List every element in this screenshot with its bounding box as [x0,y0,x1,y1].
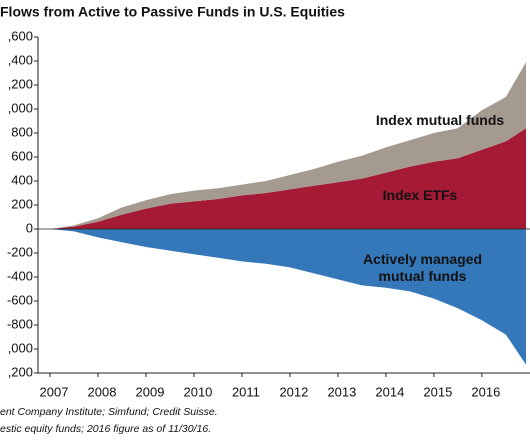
x-tick-label: 2009 [136,384,165,399]
x-tick-label: 2011 [232,384,260,399]
x-tick-label: 2015 [423,384,452,399]
y-tick-label: -400 [7,268,33,283]
area [50,128,526,229]
x-tick-label: 2012 [279,384,308,399]
y-tick-label: 800 [11,124,33,139]
area [50,62,526,230]
x-tick-label: 2010 [183,384,212,399]
x-tick-label: 2014 [375,384,404,399]
y-tick-label: ,000 [8,340,33,355]
x-tick-label: 2016 [471,384,500,399]
source-note: ent Company Institute; Simfund; Credit S… [0,406,218,418]
y-tick-label: ,200 [8,364,33,379]
area [50,229,526,365]
y-tick-label: 200 [11,196,33,211]
series-label: Actively managed mutual funds [362,251,483,284]
x-tick-label: 2008 [88,384,117,399]
footnote: estic equity funds; 2016 figure as of 11… [0,423,211,435]
y-tick-label: -800 [7,316,33,331]
y-tick-label: 600 [11,148,33,163]
series-label: Index mutual funds [375,112,505,128]
x-tick-label: 2007 [40,384,69,399]
series-label: Index ETFs [382,187,458,203]
x-tick-label: 2013 [327,384,356,399]
y-tick-label: -600 [7,292,33,307]
y-tick-label: ,600 [8,28,33,43]
y-tick-label: 400 [11,172,33,187]
y-tick-label: ,200 [8,76,33,91]
y-tick-label: ,000 [8,100,33,115]
y-tick-label: 0 [26,220,33,235]
y-tick-label: ,400 [8,52,33,67]
y-tick-label: -200 [7,244,33,259]
chart-title: Flows from Active to Passive Funds in U.… [0,4,345,20]
